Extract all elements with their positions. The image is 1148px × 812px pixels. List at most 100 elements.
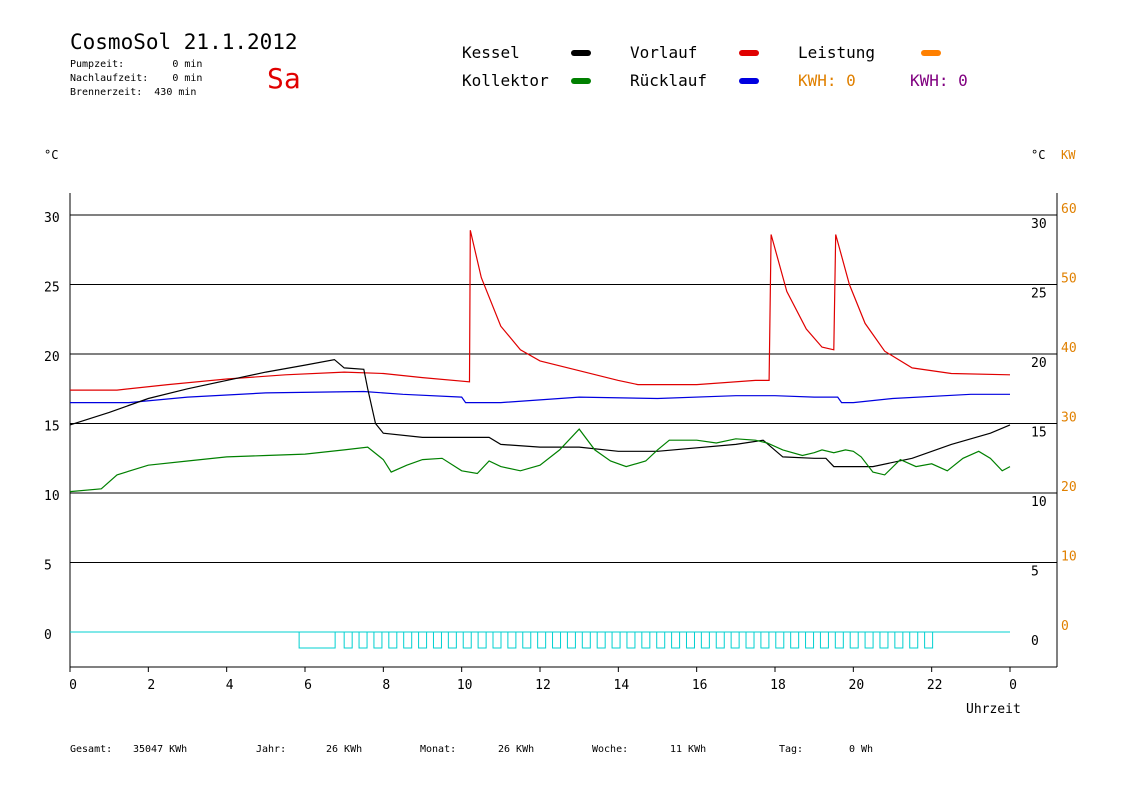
- legend-kwh-orange: KWH: 0: [798, 71, 856, 90]
- x-tick-label: 14: [614, 678, 630, 693]
- brennerzeit-text: Brennerzeit: 430 min: [70, 87, 197, 98]
- y-tick-right: 20: [1031, 356, 1047, 371]
- x-tick-label: 4: [226, 678, 234, 693]
- legend-leistung-label: Leistung: [798, 43, 876, 62]
- y-tick-right-kw: 40: [1061, 341, 1077, 356]
- burner-marker: [373, 631, 383, 649]
- footer-jahr-label: Jahr:: [256, 744, 287, 755]
- y-tick-right-kw: 30: [1061, 411, 1077, 426]
- burner-marker: [522, 631, 532, 649]
- pumpzeit-text: Pumpzeit: 0 min: [70, 59, 203, 70]
- footer-monat-label: Monat:: [420, 744, 457, 755]
- x-tick-label: 6: [304, 678, 312, 693]
- burner-marker: [343, 631, 353, 649]
- y-tick-right: 10: [1031, 495, 1047, 510]
- burner-marker: [581, 631, 591, 649]
- burner-marker: [611, 631, 621, 649]
- legend-vorlauf-label: Vorlauf: [630, 43, 698, 62]
- y-tick-right-kw: 50: [1061, 272, 1077, 287]
- burner-marker: [447, 631, 457, 649]
- legend-kessel-swatch: [571, 50, 591, 56]
- y-tick-right-kw: 0: [1061, 619, 1069, 634]
- burner-marker: [552, 631, 562, 649]
- burner-marker: [805, 631, 815, 649]
- series-line-rcklauf: [70, 390, 1010, 404]
- x-tick-label: 0: [1009, 678, 1017, 693]
- footer-gesamt-value: 35047 KWh: [133, 744, 188, 755]
- legend-kollektor-swatch: [571, 78, 591, 84]
- burner-marker: [760, 631, 770, 649]
- legend-ruecklauf-label: Rücklauf: [630, 71, 708, 90]
- legend-ruecklauf-swatch: [739, 78, 759, 84]
- legend-kollektor-label: Kollektor: [462, 71, 549, 90]
- burner-marker: [685, 631, 695, 649]
- y-tick-left: 10: [44, 489, 60, 504]
- x-tick-label: 8: [382, 678, 390, 693]
- burner-marker: [909, 631, 919, 649]
- burner-marker: [507, 631, 517, 649]
- burner-marker: [656, 631, 666, 649]
- series-line-kollektor: [69, 428, 1011, 493]
- y-tick-right-kw: 60: [1061, 202, 1077, 217]
- x-tick-label: 12: [535, 678, 551, 693]
- y-tick-left: 15: [44, 420, 60, 435]
- left-unit-label: °C: [44, 148, 59, 162]
- legend-kessel-label: Kessel: [462, 43, 520, 62]
- burner-marker: [641, 631, 651, 649]
- burner-marker: [849, 631, 859, 649]
- x-tick-label: 22: [927, 678, 943, 693]
- y-tick-left: 0: [44, 628, 52, 643]
- x-tick-label: 20: [849, 678, 865, 693]
- legend-vorlauf-swatch: [739, 50, 759, 56]
- burner-marker: [834, 631, 844, 649]
- footer-woche-label: Woche:: [592, 744, 629, 755]
- burner-marker: [388, 631, 398, 649]
- y-tick-left: 30: [44, 211, 60, 226]
- burner-marker: [745, 631, 755, 649]
- y-tick-right-kw: 20: [1061, 480, 1077, 495]
- y-tick-right: 0: [1031, 634, 1039, 649]
- burner-marker: [418, 631, 428, 649]
- footer-jahr-value: 26 KWh: [326, 744, 363, 755]
- burner-marker: [924, 631, 934, 649]
- chart-title: CosmoSol 21.1.2012: [70, 30, 298, 54]
- footer-gesamt-label: Gesamt:: [70, 744, 113, 755]
- burner-marker: [671, 631, 681, 649]
- footer-tag-value: 0 Wh: [849, 744, 874, 755]
- x-tick-label: 2: [147, 678, 155, 693]
- y-tick-right: 5: [1031, 565, 1039, 580]
- series-line-vorlauf: [70, 230, 1011, 391]
- right-unit-label: °C: [1031, 148, 1046, 162]
- burner-marker: [432, 631, 442, 649]
- y-tick-left: 20: [44, 350, 60, 365]
- burner-marker: [879, 631, 889, 649]
- right-kw-unit-label: KW: [1061, 148, 1076, 162]
- burner-marker: [566, 631, 576, 649]
- y-tick-left: 25: [44, 281, 60, 296]
- y-tick-left: 5: [44, 559, 52, 574]
- burner-marker: [730, 631, 740, 649]
- burner-marker: [462, 631, 472, 649]
- legend-kwh-purple: KWH: 0: [910, 71, 968, 90]
- weekday-label: Sa: [267, 62, 301, 95]
- burner-marker: [715, 631, 725, 649]
- burner-marker: [358, 631, 368, 649]
- burner-marker: [864, 631, 874, 649]
- burner-marker: [700, 631, 710, 649]
- legend-leistung-swatch: [921, 50, 941, 56]
- y-tick-right: 30: [1031, 217, 1047, 232]
- x-axis-label: Uhrzeit: [966, 702, 1021, 717]
- y-tick-right: 15: [1031, 426, 1047, 441]
- burner-marker: [537, 631, 547, 649]
- x-tick-label: 10: [457, 678, 473, 693]
- burner-marker: [596, 631, 606, 649]
- burner-marker: [477, 631, 487, 649]
- footer-woche-value: 11 KWh: [670, 744, 707, 755]
- x-tick-label: 18: [770, 678, 786, 693]
- burner-marker: [298, 631, 336, 649]
- footer-monat-value: 26 KWh: [498, 744, 535, 755]
- series-line-kessel: [69, 358, 1011, 468]
- nachlaufzeit-text: Nachlaufzeit: 0 min: [70, 73, 203, 84]
- burner-marker: [775, 631, 785, 649]
